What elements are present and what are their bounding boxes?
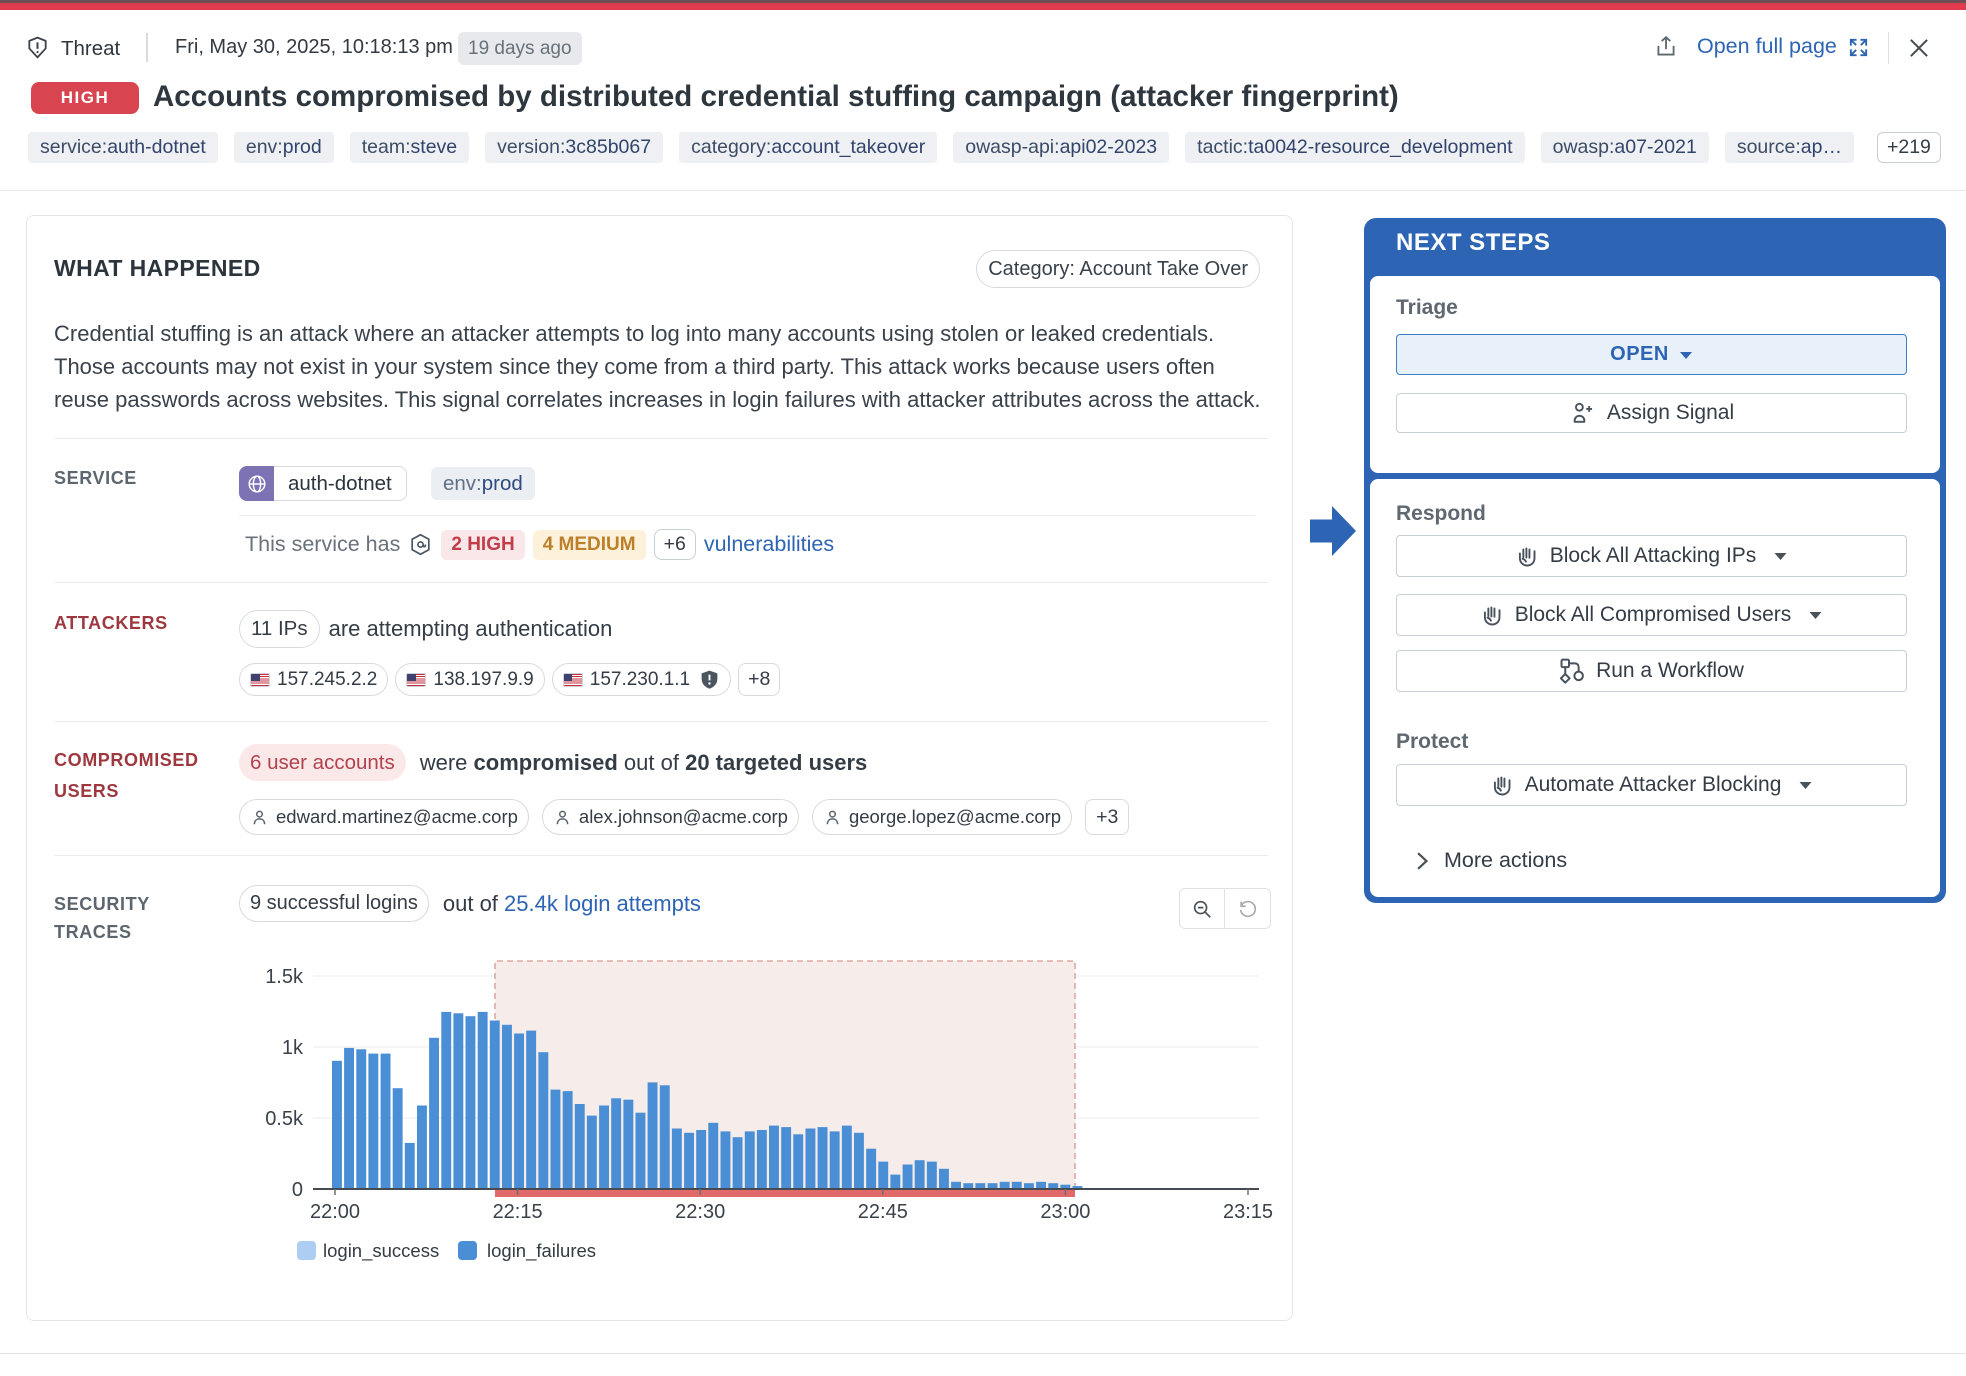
- svg-text:0: 0: [292, 1179, 303, 1201]
- svg-text:login_failures: login_failures: [487, 1240, 596, 1262]
- svg-text:23:15: 23:15: [1223, 1201, 1273, 1223]
- svg-text:1k: 1k: [282, 1037, 304, 1059]
- svg-text:22:30: 22:30: [675, 1201, 725, 1223]
- svg-text:1.5k: 1.5k: [265, 966, 304, 988]
- svg-text:0.5k: 0.5k: [265, 1108, 304, 1130]
- svg-text:22:45: 22:45: [858, 1201, 908, 1223]
- svg-text:23:00: 23:00: [1040, 1201, 1090, 1223]
- svg-text:login_success: login_success: [323, 1240, 439, 1262]
- svg-text:22:00: 22:00: [310, 1201, 360, 1223]
- svg-text:22:15: 22:15: [493, 1201, 543, 1223]
